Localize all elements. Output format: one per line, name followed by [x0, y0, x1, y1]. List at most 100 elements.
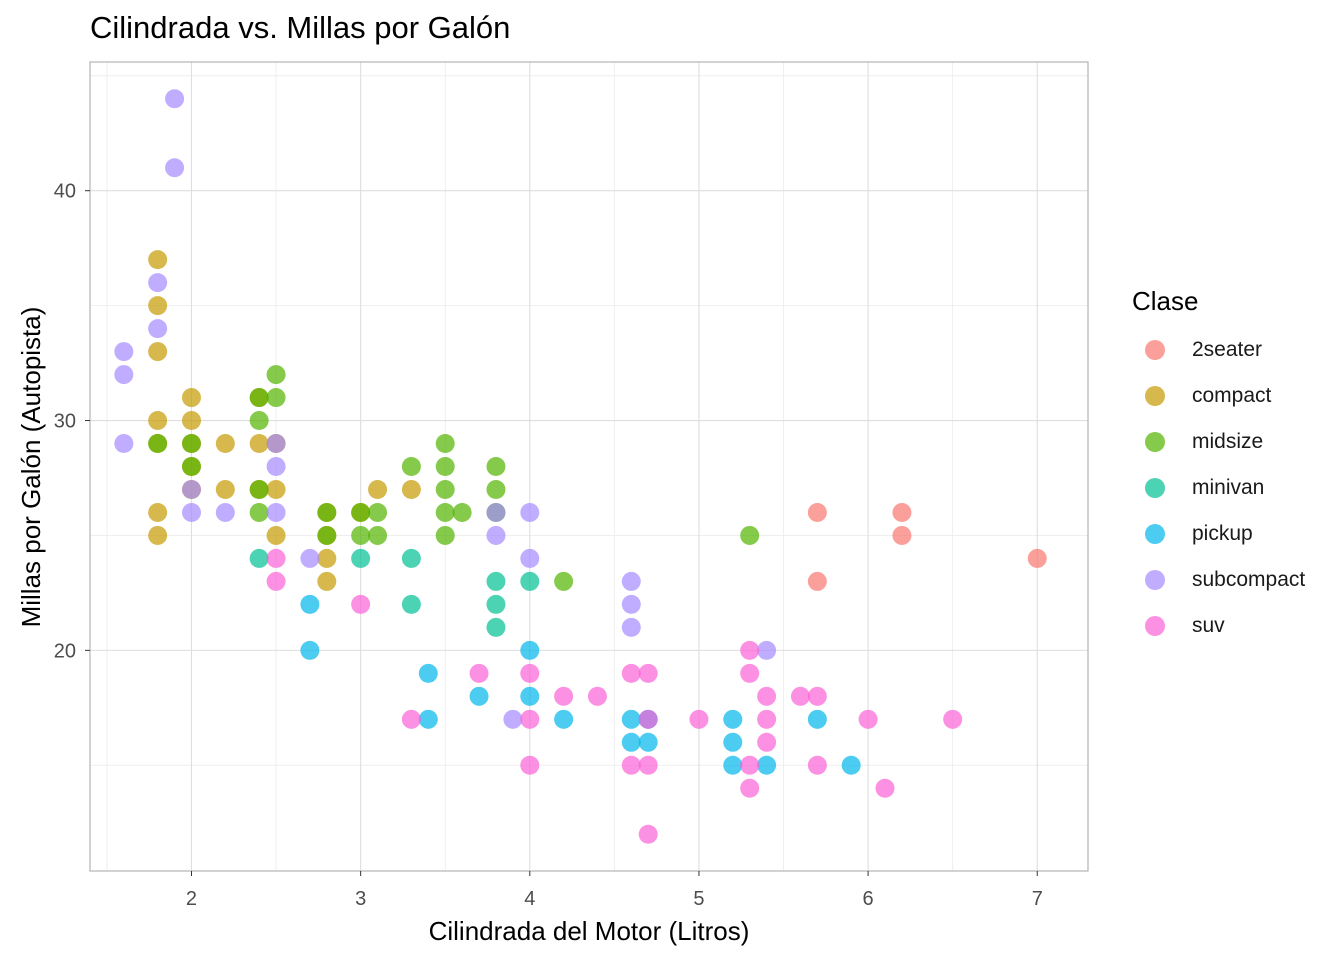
x-axis-ticks: 2 3 4 5 6 7 — [186, 871, 1043, 910]
data-point-subcompact — [520, 548, 540, 568]
data-point-compact — [215, 434, 235, 454]
legend-label: suv — [1192, 614, 1225, 637]
data-point-midsize — [435, 525, 455, 545]
x-tick-label: 4 — [524, 888, 535, 910]
data-point-suv — [757, 686, 777, 706]
data-point-pickup — [723, 709, 743, 729]
legend-item-minivan: minivan — [1132, 465, 1305, 511]
data-point-midsize — [368, 502, 388, 522]
data-point-compact — [148, 342, 168, 362]
data-point-suv — [943, 709, 963, 729]
chart-title: Cilindrada vs. Millas por Galón — [90, 10, 511, 45]
legend-key-pickup — [1145, 524, 1165, 544]
data-point-pickup — [554, 709, 574, 729]
data-point-suv — [638, 755, 658, 775]
data-point-suv — [621, 755, 641, 775]
data-point-compact — [148, 411, 168, 431]
data-point-suv — [266, 548, 286, 568]
legend: Clase 2seater compact midsize minivan pickup… — [1132, 286, 1305, 649]
data-point-midsize — [401, 457, 421, 476]
data-point-midsize — [249, 502, 269, 522]
data-point-midsize — [249, 411, 269, 431]
legend-key-compact — [1145, 386, 1165, 406]
data-point-suv — [858, 709, 878, 729]
legend-key-minivan — [1145, 478, 1165, 498]
data-point-midsize — [351, 525, 371, 545]
data-point-suv — [689, 709, 709, 729]
data-point-suv — [638, 663, 658, 683]
data-point-compact — [181, 411, 201, 431]
data-point-minivan — [520, 571, 540, 591]
data-point-midsize — [368, 525, 388, 545]
data-point-pickup — [300, 640, 320, 660]
data-point-suv — [401, 709, 421, 729]
legend-item-subcompact: subcompact — [1132, 557, 1305, 603]
data-point-pickup — [520, 640, 540, 660]
data-point-compact — [148, 502, 168, 522]
data-point-compact — [317, 571, 337, 591]
data-point-suv — [638, 709, 658, 729]
y-axis-ticks: 20 30 40 — [54, 181, 90, 662]
data-point-subcompact — [114, 342, 134, 362]
data-point-suv — [757, 732, 777, 752]
legend-label: midsize — [1192, 430, 1264, 453]
data-point-midsize — [486, 479, 506, 499]
data-point-compact — [249, 434, 269, 454]
data-point-midsize — [249, 388, 269, 408]
data-point-subcompact — [266, 502, 286, 522]
data-point-midsize — [266, 388, 286, 408]
legend-label: subcompact — [1192, 568, 1306, 591]
data-point-pickup — [723, 732, 743, 752]
data-point-compact — [148, 296, 168, 316]
data-point-midsize — [554, 571, 574, 591]
data-point-minivan — [249, 548, 269, 568]
data-point-minivan — [351, 548, 371, 568]
data-point-pickup — [841, 755, 861, 775]
data-point-suv — [587, 686, 607, 706]
legend-label: 2seater — [1192, 338, 1263, 361]
data-point-compact — [148, 250, 168, 270]
data-point-suv — [740, 778, 760, 798]
data-point-2seater — [892, 525, 912, 545]
panel-border — [89, 61, 1089, 872]
data-point-suv — [740, 755, 760, 775]
legend-item-midsize: midsize — [1132, 419, 1305, 465]
data-point-pickup — [300, 594, 320, 614]
data-point-subcompact — [757, 640, 777, 660]
y-tick-label: 30 — [54, 411, 76, 433]
data-point-subcompact — [165, 158, 185, 178]
data-point-compact — [148, 525, 168, 545]
legend-item-suv: suv — [1132, 603, 1305, 649]
data-points — [114, 89, 1047, 844]
data-point-midsize — [249, 479, 269, 499]
data-point-midsize — [351, 502, 371, 522]
data-point-suv — [757, 709, 777, 729]
data-point-subcompact — [215, 502, 235, 522]
legend-item-pickup: pickup — [1132, 511, 1305, 557]
data-point-pickup — [621, 732, 641, 752]
data-point-midsize — [266, 365, 286, 385]
data-point-midsize — [435, 434, 455, 454]
data-point-minivan — [486, 594, 506, 614]
x-tick-label: 7 — [1032, 888, 1043, 910]
legend-label: minivan — [1192, 476, 1265, 499]
data-point-subcompact — [266, 457, 286, 476]
legend-items: 2seater compact midsize minivan pickup subcom… — [1132, 327, 1305, 649]
data-point-suv — [554, 686, 574, 706]
data-point-suv — [740, 640, 760, 660]
data-point-compact — [181, 388, 201, 408]
data-point-2seater — [892, 502, 912, 522]
data-point-suv — [266, 571, 286, 591]
data-point-2seater — [807, 571, 827, 591]
data-point-subcompact — [114, 365, 134, 385]
data-point-minivan — [486, 617, 506, 637]
data-point-pickup — [520, 686, 540, 706]
legend-key-suv — [1145, 616, 1165, 636]
data-point-minivan — [486, 571, 506, 591]
data-point-pickup — [418, 663, 438, 683]
data-point-subcompact — [266, 434, 286, 454]
y-tick-label: 20 — [54, 640, 76, 662]
data-point-subcompact — [181, 479, 201, 499]
legend-label: pickup — [1192, 522, 1253, 545]
